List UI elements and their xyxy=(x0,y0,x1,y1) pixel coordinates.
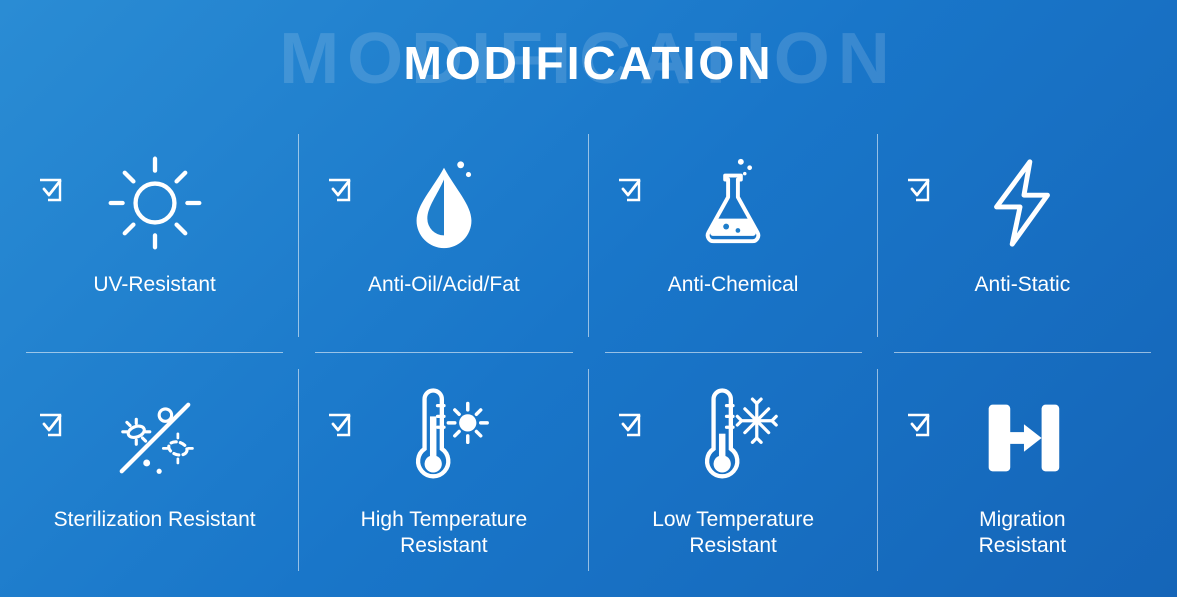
feature-anti-chemical: Anti-Chemical xyxy=(589,118,878,353)
check-icon xyxy=(325,411,353,439)
feature-label: Anti-Chemical xyxy=(668,272,799,298)
feature-sterilization-resistant: Sterilization Resistant xyxy=(10,353,299,588)
check-icon xyxy=(36,411,64,439)
check-icon xyxy=(904,176,932,204)
feature-label: UV-Resistant xyxy=(93,272,216,298)
feature-label: Low Temperature Resistant xyxy=(652,507,814,560)
feature-high-temp-resistant: High Temperature Resistant xyxy=(299,353,588,588)
feature-grid: UV-Resistant Anti-Oil/Acid/Fat xyxy=(10,118,1167,587)
check-icon xyxy=(615,411,643,439)
sterilize-icon xyxy=(95,379,215,497)
bolt-icon xyxy=(962,144,1082,262)
feature-anti-oil-acid-fat: Anti-Oil/Acid/Fat xyxy=(299,118,588,353)
feature-uv-resistant: UV-Resistant xyxy=(10,118,299,353)
check-icon xyxy=(615,176,643,204)
thermometer-cold-icon xyxy=(673,379,793,497)
feature-migration-resistant: Migration Resistant xyxy=(878,353,1167,588)
check-icon xyxy=(904,411,932,439)
feature-label: Anti-Oil/Acid/Fat xyxy=(368,272,520,298)
drop-icon xyxy=(384,144,504,262)
check-icon xyxy=(36,176,64,204)
check-icon xyxy=(325,176,353,204)
feature-label: Anti-Static xyxy=(975,272,1071,298)
feature-low-temp-resistant: Low Temperature Resistant xyxy=(589,353,878,588)
page-title: MODIFICATION xyxy=(404,36,774,90)
thermometer-hot-icon xyxy=(384,379,504,497)
flask-icon xyxy=(673,144,793,262)
migration-icon xyxy=(962,379,1082,497)
feature-label: Sterilization Resistant xyxy=(54,507,256,533)
feature-label: Migration Resistant xyxy=(979,507,1067,560)
sun-icon xyxy=(95,144,215,262)
feature-label: High Temperature Resistant xyxy=(361,507,528,560)
feature-anti-static: Anti-Static xyxy=(878,118,1167,353)
